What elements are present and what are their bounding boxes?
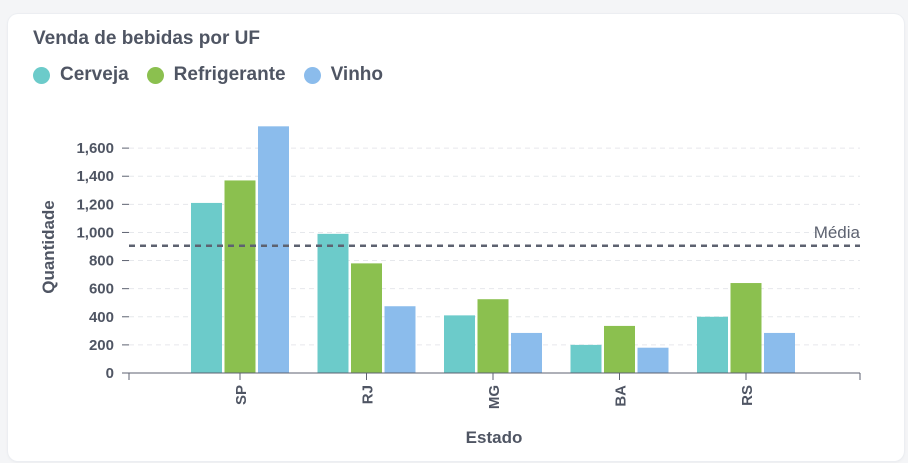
legend-item-cerveja[interactable]: Cerveja — [33, 64, 129, 86]
bar-refrigerante-sp[interactable] — [224, 180, 256, 373]
legend-label-refrigerante: Refrigerante — [173, 64, 286, 85]
chart-title: Venda de bebidas por UF — [33, 28, 260, 49]
bar-vinho-mg[interactable] — [511, 332, 542, 373]
legend-dot-cerveja — [33, 66, 50, 84]
legend-dot-vinho — [303, 66, 321, 84]
y-tick-label: 1,200 — [76, 196, 114, 213]
bar-cerveja-rs[interactable] — [697, 316, 728, 373]
x-tick-label: BA — [613, 385, 630, 407]
bar-vinho-rs[interactable] — [764, 332, 795, 373]
y-tick-label: 400 — [89, 309, 114, 326]
reference-line-group: Média — [129, 223, 861, 248]
bar-cerveja-ba[interactable] — [570, 344, 602, 373]
bars — [191, 126, 795, 373]
legend-item-refrigerante[interactable]: Refrigerante — [146, 64, 286, 86]
x-axis-ticks: SP RJ MG BA RS — [233, 373, 756, 409]
x-tick-label: RS — [739, 385, 756, 406]
chart-card — [8, 14, 904, 461]
y-tick-label: 800 — [89, 253, 114, 270]
x-tick-label: SP — [233, 385, 250, 405]
bar-refrigerante-ba[interactable] — [604, 325, 635, 373]
y-tick-label: 0 — [106, 365, 114, 382]
bar-refrigerante-mg[interactable] — [477, 299, 509, 373]
legend-label-cerveja: Cerveja — [60, 64, 129, 85]
x-tick-label: MG — [486, 385, 503, 409]
y-tick-label: 600 — [89, 281, 114, 298]
bar-vinho-rj[interactable] — [384, 306, 416, 373]
reference-line-label: Média — [814, 223, 861, 242]
chart-legend: Cerveja Refrigerante Vinho — [33, 64, 401, 86]
bar-vinho-ba[interactable] — [637, 347, 669, 373]
bar-vinho-sp[interactable] — [258, 126, 289, 373]
y-tick-label: 1,000 — [76, 224, 114, 241]
x-axis-title: Estado — [466, 428, 523, 447]
legend-item-vinho[interactable]: Vinho — [303, 64, 384, 86]
bar-cerveja-rj[interactable] — [317, 233, 349, 373]
bar-refrigerante-rs[interactable] — [730, 283, 762, 373]
x-tick-label: RJ — [360, 385, 377, 404]
legend-label-vinho: Vinho — [330, 64, 384, 85]
y-tick-label: 1,600 — [76, 140, 114, 157]
y-tick-label: 1,400 — [76, 168, 114, 185]
y-axis-ticks: 0 200 400 600 800 1,000 1,200 1,400 1,600 — [76, 140, 129, 382]
bar-cerveja-mg[interactable] — [444, 315, 475, 373]
y-axis-title: Quantidade — [39, 200, 58, 294]
axes — [128, 372, 861, 380]
legend-dot-refrigerante — [146, 66, 164, 84]
y-tick-label: 200 — [89, 337, 114, 354]
bar-cerveja-sp[interactable] — [191, 202, 222, 373]
bar-refrigerante-rj[interactable] — [351, 263, 382, 373]
